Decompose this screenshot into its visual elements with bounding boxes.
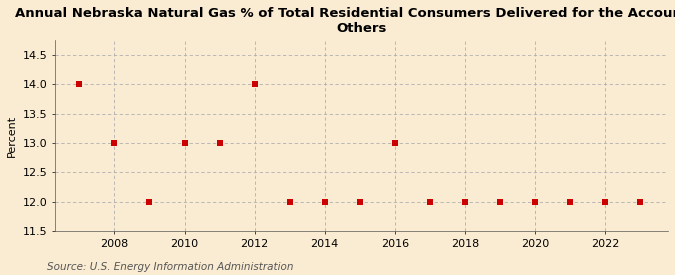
Point (425, 200, 435, 204)
Point (529, 200, 540, 204)
Point (354, 200, 365, 204)
Point (495, 200, 506, 204)
Point (284, 200, 295, 204)
Point (319, 200, 330, 204)
Text: Source: U.S. Energy Information Administration: Source: U.S. Energy Information Administ… (47, 262, 294, 272)
Point (179, 141, 190, 145)
Point (144, 200, 155, 204)
Point (214, 141, 225, 145)
Point (564, 200, 575, 204)
Title: Annual Nebraska Natural Gas % of Total Residential Consumers Delivered for the A: Annual Nebraska Natural Gas % of Total R… (15, 7, 675, 35)
Point (599, 200, 610, 204)
Y-axis label: Percent: Percent (7, 115, 17, 157)
Point (389, 141, 400, 145)
Point (74, 82, 85, 87)
Point (460, 200, 470, 204)
Point (249, 82, 260, 87)
Point (109, 141, 120, 145)
Point (634, 200, 645, 204)
